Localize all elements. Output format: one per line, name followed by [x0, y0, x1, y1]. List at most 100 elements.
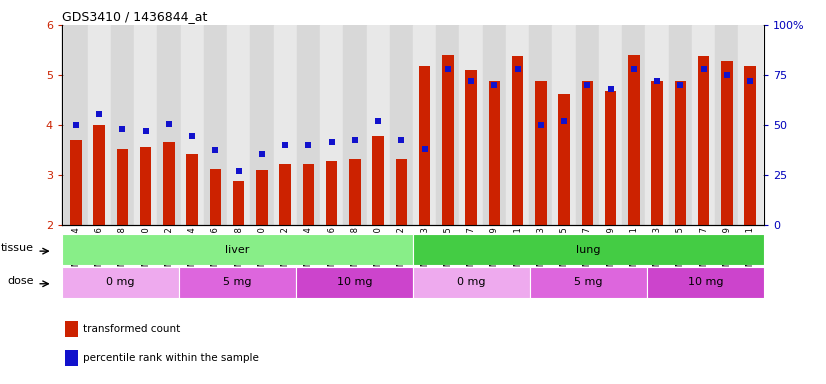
Point	[116, 126, 129, 132]
Bar	[279, 164, 291, 225]
Bar	[647, 267, 764, 298]
Point	[558, 118, 571, 124]
Bar	[465, 70, 477, 225]
Point	[464, 78, 477, 84]
Bar	[413, 267, 530, 298]
Point	[720, 72, 733, 78]
Bar	[535, 81, 547, 225]
Text: 0 mg: 0 mg	[107, 277, 135, 287]
Point	[651, 78, 664, 84]
Point	[139, 128, 152, 134]
Text: 10 mg: 10 mg	[337, 277, 373, 287]
Point	[697, 66, 710, 72]
Text: lung: lung	[577, 245, 601, 255]
Point	[581, 82, 594, 88]
Text: 5 mg: 5 mg	[223, 277, 252, 287]
Bar	[111, 25, 134, 225]
Bar	[140, 147, 151, 225]
Point	[186, 133, 199, 139]
Bar	[698, 56, 710, 225]
Bar	[721, 61, 733, 225]
Bar	[349, 159, 361, 225]
Bar	[419, 66, 430, 225]
Point	[255, 151, 268, 157]
Point	[139, 128, 152, 134]
Point	[301, 142, 315, 148]
Point	[162, 121, 175, 127]
Bar	[163, 142, 175, 225]
Bar	[622, 25, 645, 225]
Text: dose: dose	[7, 276, 34, 286]
Bar	[645, 25, 669, 225]
Bar	[390, 25, 413, 225]
Text: transformed count: transformed count	[83, 324, 180, 334]
Bar	[482, 25, 506, 225]
Bar	[367, 25, 390, 225]
Bar	[675, 81, 686, 225]
Point	[209, 147, 222, 153]
Bar	[396, 159, 407, 225]
Text: 0 mg: 0 mg	[458, 277, 486, 287]
Point	[418, 146, 431, 152]
Bar	[512, 56, 524, 225]
Bar	[187, 154, 198, 225]
Point	[395, 137, 408, 143]
Point	[232, 168, 245, 174]
Bar	[651, 81, 663, 225]
Bar	[553, 25, 576, 225]
Bar	[179, 267, 296, 298]
Bar	[698, 56, 710, 225]
Bar	[558, 94, 570, 225]
Bar	[62, 234, 413, 265]
Point	[325, 139, 338, 146]
Point	[372, 118, 385, 124]
Bar	[296, 267, 413, 298]
Point	[69, 122, 83, 128]
Bar	[582, 81, 593, 225]
Bar	[302, 164, 314, 225]
Bar	[738, 25, 762, 225]
Bar	[529, 25, 553, 225]
Point	[209, 147, 222, 153]
Bar	[256, 170, 268, 225]
Bar	[512, 56, 524, 225]
Bar	[744, 66, 756, 225]
Bar	[530, 267, 647, 298]
Bar	[210, 169, 221, 225]
Point	[349, 137, 362, 143]
Bar	[273, 25, 297, 225]
Bar	[187, 154, 198, 225]
Point	[488, 82, 501, 88]
Point	[186, 133, 199, 139]
Bar	[279, 164, 291, 225]
Point	[162, 121, 175, 127]
Text: liver: liver	[225, 245, 249, 255]
Bar	[535, 81, 547, 225]
Bar	[605, 91, 616, 225]
Bar	[116, 149, 128, 225]
Bar	[413, 25, 436, 225]
Point	[93, 111, 106, 117]
Bar	[721, 61, 733, 225]
Bar	[140, 147, 151, 225]
Point	[627, 66, 640, 72]
Point	[301, 142, 315, 148]
Point	[743, 78, 757, 84]
Point	[674, 82, 687, 88]
Point	[232, 168, 245, 174]
Bar	[459, 25, 482, 225]
Bar	[599, 25, 622, 225]
Bar	[442, 55, 453, 225]
Bar	[373, 136, 384, 225]
Bar	[70, 140, 82, 225]
Point	[441, 66, 454, 72]
Bar	[88, 25, 111, 225]
Bar	[669, 25, 692, 225]
Bar	[210, 169, 221, 225]
Text: 10 mg: 10 mg	[688, 277, 724, 287]
Bar	[628, 55, 639, 225]
Bar	[715, 25, 738, 225]
Bar	[605, 91, 616, 225]
Bar	[413, 234, 764, 265]
Bar	[506, 25, 529, 225]
